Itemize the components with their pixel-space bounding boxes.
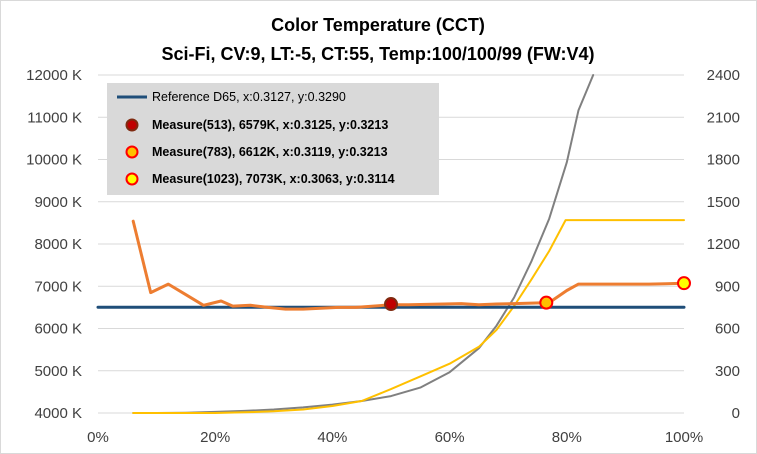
measure-marker-2 — [677, 276, 691, 291]
y2-tick-label: 1200 — [707, 236, 740, 253]
legend-swatch-measure-0 — [125, 118, 139, 132]
y-tick-label: 9000 K — [34, 194, 82, 211]
series-line-1 — [131, 219, 686, 311]
legend-box — [107, 83, 439, 195]
x-tick-label: 100% — [665, 429, 703, 446]
legend-label-measure-2: Measure(1023), 7073K, x:0.3063, y:0.3114 — [152, 172, 395, 186]
measure-marker-0 — [384, 297, 398, 312]
y2-tick-label: 300 — [715, 363, 740, 380]
legend-label-measure-1: Measure(783), 6612K, x:0.3119, y:0.3213 — [152, 145, 388, 159]
legend-label-reference: Reference D65, x:0.3127, y:0.3290 — [152, 90, 346, 104]
y-tick-label: 5000 K — [34, 363, 82, 380]
chart-title: Color Temperature (CCT) — [271, 15, 485, 35]
y2-tick-label: 1500 — [707, 194, 740, 211]
y-tick-label: 6000 K — [34, 321, 82, 338]
x-tick-label: 60% — [435, 429, 465, 446]
y2-tick-label: 2400 — [707, 67, 740, 84]
y2-tick-label: 600 — [715, 321, 740, 338]
chart-subtitle: Sci-Fi, CV:9, LT:-5, CT:55, Temp:100/100… — [161, 44, 594, 64]
x-tick-label: 20% — [200, 429, 230, 446]
legend: Reference D65, x:0.3127, y:0.3290 Measure… — [107, 83, 439, 195]
series-line-2 — [132, 74, 595, 414]
y2-tick-label: 1800 — [707, 152, 740, 169]
axis-tick-labels: 4000 K 5000 K 6000 K 7000 K 8000 K 9000 K 1000… — [26, 67, 740, 446]
measure-marker-1 — [539, 295, 554, 310]
y2-tick-label: 0 — [732, 405, 740, 422]
legend-swatch-measure-1 — [125, 145, 139, 159]
legend-label-measure-0: Measure(513), 6579K, x:0.3125, y:0.3213 — [152, 118, 388, 132]
x-tick-label: 40% — [317, 429, 347, 446]
y-tick-label: 12000 K — [26, 67, 82, 84]
series-line-3 — [132, 219, 685, 414]
measure-markers — [384, 276, 691, 312]
x-tick-label: 80% — [552, 429, 582, 446]
legend-swatch-measure-2 — [125, 172, 139, 186]
y-tick-label: 8000 K — [34, 236, 82, 253]
y-tick-label: 7000 K — [34, 278, 82, 295]
x-tick-label: 0% — [87, 429, 109, 446]
y2-tick-label: 2100 — [707, 109, 740, 126]
y-tick-label: 11000 K — [27, 109, 82, 126]
y-tick-label: 4000 K — [34, 405, 82, 422]
y2-tick-label: 900 — [715, 278, 740, 295]
y-tick-label: 10000 K — [26, 152, 82, 169]
